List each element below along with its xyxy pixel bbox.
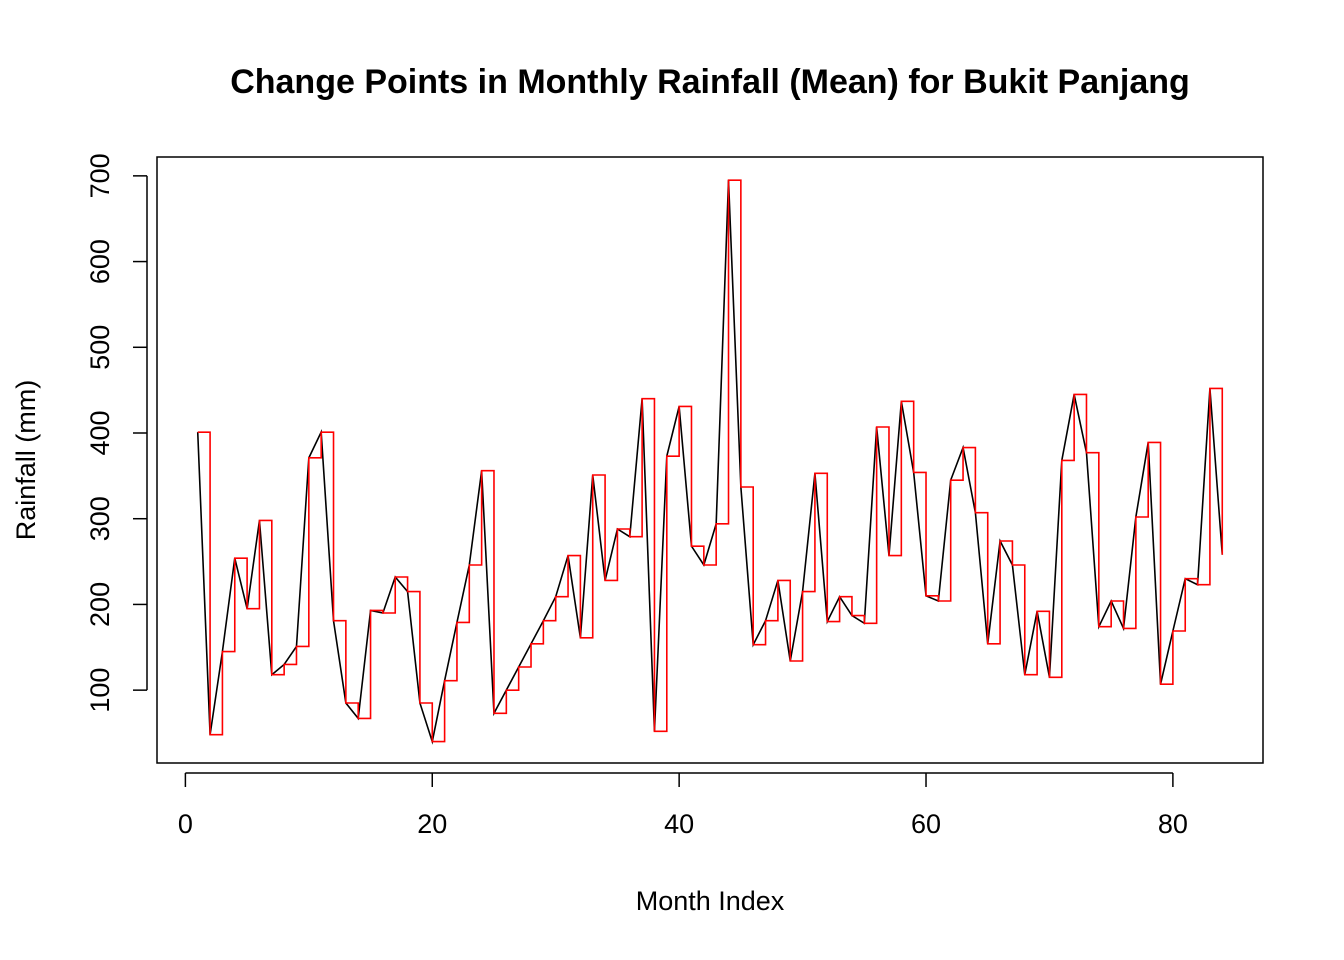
rainfall-line <box>196 180 1224 745</box>
x-tick-label: 20 <box>417 809 447 839</box>
series-layer <box>196 179 1224 745</box>
y-tick-label: 400 <box>85 410 115 455</box>
x-tick-label: 80 <box>1158 809 1188 839</box>
y-tick-label: 300 <box>85 496 115 541</box>
x-tick-label: 0 <box>178 809 193 839</box>
x-tick-label: 40 <box>664 809 694 839</box>
x-axis-label: Month Index <box>636 886 785 916</box>
y-tick-label: 100 <box>85 668 115 713</box>
y-axis: 100 200 300 400 500 600 700 <box>85 153 148 713</box>
y-tick-label: 200 <box>85 582 115 627</box>
x-axis: 0 20 40 60 80 <box>178 772 1188 839</box>
changepoint-step-line <box>197 179 1224 743</box>
y-tick-label: 500 <box>85 325 115 370</box>
y-tick-label: 700 <box>85 153 115 198</box>
plot-box <box>156 156 1264 764</box>
chart-title: Change Points in Monthly Rainfall (Mean)… <box>230 63 1190 101</box>
x-tick-label: 60 <box>911 809 941 839</box>
y-axis-label: Rainfall (mm) <box>11 380 41 541</box>
y-tick-label: 600 <box>85 239 115 284</box>
